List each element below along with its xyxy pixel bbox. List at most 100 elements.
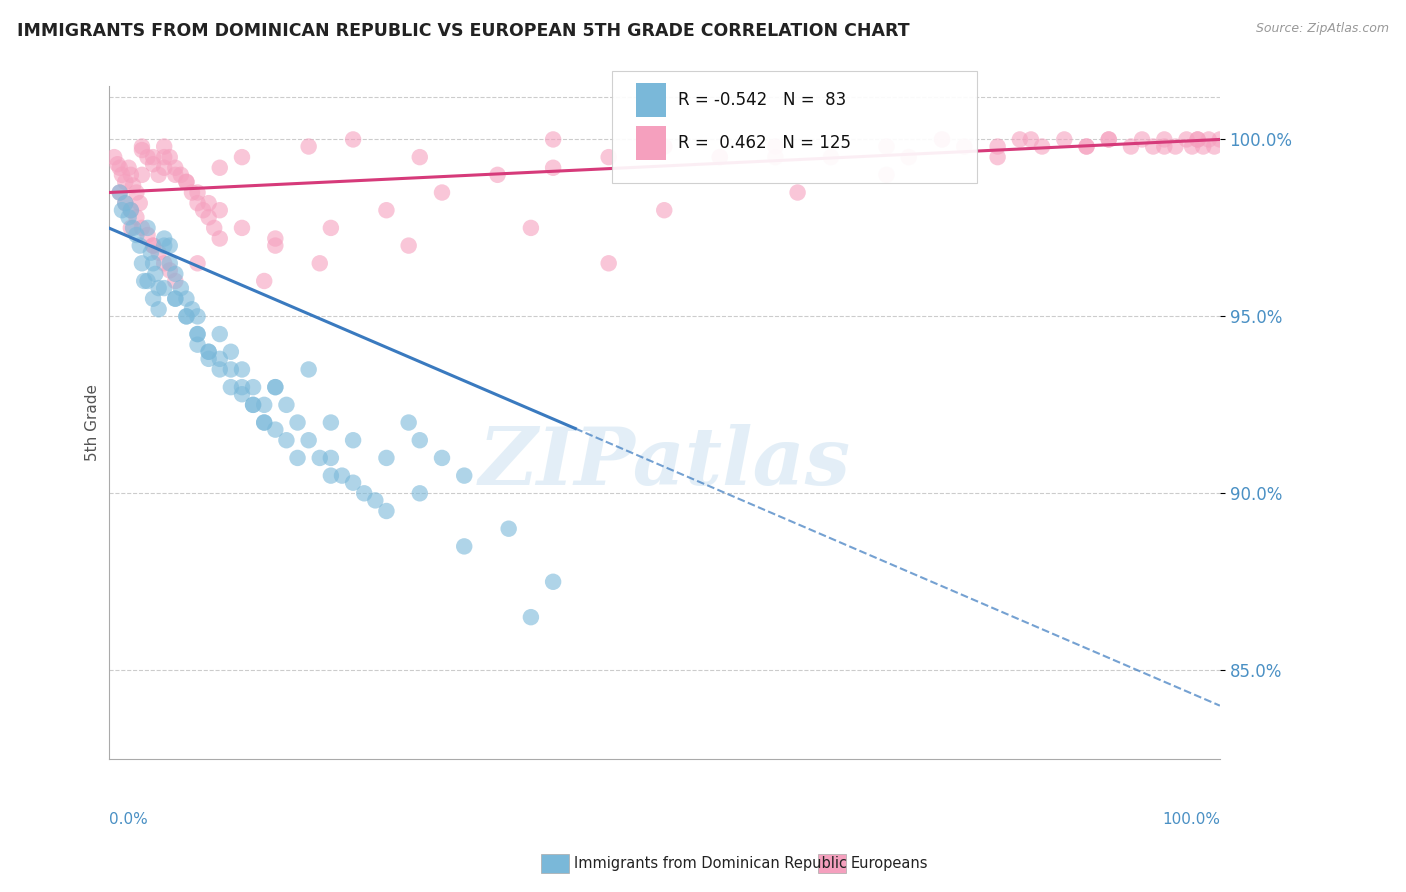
Point (652, 139, 675, 153)
Point (652, 139, 675, 153)
Point (430, 450, 453, 465)
Text: Immigrants from Dominican Republic: Immigrants from Dominican Republic (574, 856, 846, 871)
Point (231, 362, 253, 376)
Point (208, 327, 231, 342)
Point (131, 221, 153, 235)
Point (242, 398, 264, 412)
Point (208, 161, 231, 175)
Point (111, 203, 134, 218)
Point (231, 380, 253, 394)
Point (242, 398, 264, 412)
Point (520, 221, 543, 235)
Point (186, 186, 208, 200)
Point (219, 362, 242, 376)
Point (298, 362, 321, 376)
Point (131, 168, 153, 182)
Point (176, 292, 198, 306)
Point (142, 292, 165, 306)
Point (1008, 132, 1031, 146)
Point (114, 196, 136, 211)
Point (1192, 139, 1215, 153)
Point (453, 540, 475, 554)
Point (165, 267, 187, 281)
Point (264, 380, 287, 394)
Point (197, 344, 219, 359)
Point (111, 168, 134, 182)
Point (1181, 139, 1204, 153)
Point (186, 196, 208, 211)
Point (520, 610, 543, 624)
Point (1119, 139, 1142, 153)
Point (131, 256, 153, 270)
Point (136, 221, 159, 235)
Point (1175, 132, 1198, 146)
Point (287, 450, 309, 465)
Point (165, 292, 187, 306)
Point (931, 132, 953, 146)
Point (108, 161, 131, 175)
Point (197, 196, 219, 211)
Point (598, 256, 620, 270)
Point (148, 245, 170, 260)
Point (1164, 139, 1187, 153)
Point (125, 211, 148, 225)
Point (876, 168, 898, 182)
Point (1187, 132, 1209, 146)
Point (253, 416, 276, 430)
Point (897, 150, 920, 164)
Point (159, 150, 181, 164)
Point (398, 238, 420, 252)
Point (1019, 132, 1042, 146)
Point (276, 434, 298, 448)
Point (142, 256, 165, 270)
Point (264, 423, 287, 437)
Point (117, 211, 139, 225)
Point (176, 310, 198, 324)
Point (114, 196, 136, 211)
Point (153, 256, 176, 270)
Point (786, 186, 808, 200)
Point (165, 168, 187, 182)
Point (308, 256, 330, 270)
Text: Source: ZipAtlas.com: Source: ZipAtlas.com (1256, 22, 1389, 36)
Point (170, 281, 193, 295)
Point (364, 493, 387, 508)
Point (134, 274, 156, 288)
Point (1076, 139, 1098, 153)
Point (153, 231, 176, 245)
Point (242, 380, 264, 394)
Point (763, 150, 786, 164)
Point (170, 168, 193, 182)
Point (148, 281, 170, 295)
Point (264, 380, 287, 394)
Point (342, 434, 364, 448)
Point (1053, 132, 1076, 146)
Point (165, 292, 187, 306)
Point (120, 221, 142, 235)
Point (159, 256, 181, 270)
Point (953, 139, 976, 153)
Point (186, 337, 208, 351)
Point (1076, 139, 1098, 153)
Point (114, 175, 136, 189)
Point (153, 150, 176, 164)
Point (191, 203, 214, 218)
Point (1204, 139, 1226, 153)
Point (131, 139, 153, 153)
Point (181, 186, 204, 200)
Point (153, 139, 176, 153)
Point (1198, 132, 1220, 146)
Point (128, 238, 150, 252)
Point (103, 150, 125, 164)
Point (125, 186, 148, 200)
Point (709, 150, 731, 164)
Point (176, 175, 198, 189)
Point (453, 468, 475, 483)
Point (159, 238, 181, 252)
Point (298, 434, 321, 448)
Point (375, 504, 398, 518)
Point (541, 132, 564, 146)
Point (136, 274, 159, 288)
Point (1153, 139, 1175, 153)
Text: 100.0%: 100.0% (1161, 812, 1220, 827)
